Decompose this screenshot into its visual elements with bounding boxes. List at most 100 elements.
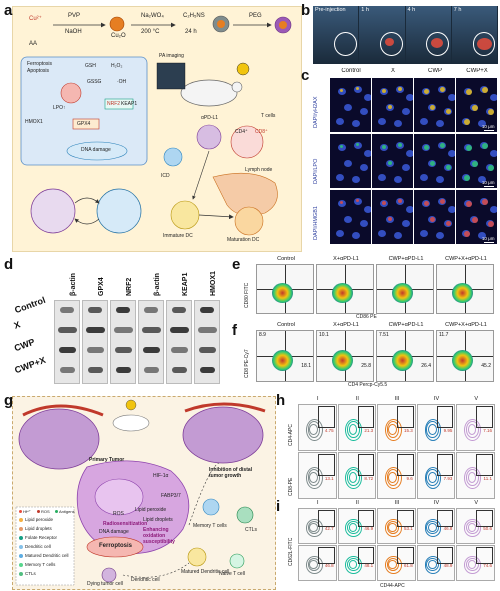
quadrant-value-upper: 7.51	[379, 332, 389, 338]
marker-signal	[398, 87, 402, 91]
marker-signal	[482, 87, 488, 93]
contour-ring	[385, 519, 402, 537]
microscopy-image	[372, 190, 413, 244]
contour-plot: 42.7	[298, 508, 337, 544]
panel-c-microscopy: Control X CWP CWP+X DAPI/γH2AX 10 μm DAPI/LPO…	[313, 68, 498, 252]
marker-signal	[424, 201, 429, 206]
i-xlabel: CD44-APC	[380, 583, 405, 589]
wb-group-label: X	[12, 319, 22, 331]
nucleus	[478, 120, 486, 127]
f-ylabel: CD8 PE-Cy7	[244, 349, 250, 378]
panel-e-flow: CD80 FITC Control X+αPD-L1 CWP+αPD-L1 CWP+X…	[244, 256, 498, 322]
g-legend-swatch	[19, 517, 23, 522]
tumor-circle	[380, 32, 403, 56]
panel-label-d: d	[4, 256, 14, 273]
nucleus	[436, 176, 444, 183]
time-label: 24 h	[185, 29, 197, 35]
wb-band	[60, 307, 74, 313]
g-legend-text: Lipid peroxide	[25, 517, 54, 522]
c-row-label: DAPI/HMGB1	[313, 206, 319, 240]
g-legend-text: Folate Receptor	[25, 535, 58, 540]
g-legend-item: Lipid peroxide	[19, 517, 53, 522]
tumor-circle	[472, 32, 496, 56]
marker-signal	[466, 201, 472, 207]
contour-value: 46.8	[443, 526, 453, 531]
quadrant-value-lower: 26.4	[421, 363, 431, 369]
wb-group-label: CWP	[12, 336, 37, 354]
g-radiosensitization-label: Radiosensitization	[103, 521, 148, 527]
gate-box	[476, 454, 493, 477]
panel-h-flow: I II III IV V CD4-APC CD8-PE 4.75 21.3 15.3 9.9…	[288, 396, 498, 500]
wb-protein-label: KEAP1	[182, 272, 189, 296]
contour-value: 50.6	[483, 526, 492, 531]
wb-lane	[138, 300, 164, 384]
contour-value: 7.16	[483, 427, 492, 433]
radiation-icon	[236, 62, 250, 76]
marker-signal	[440, 87, 445, 92]
contour-value: 4.75	[324, 427, 334, 433]
wb-lane	[166, 300, 192, 384]
contour-ring	[426, 521, 440, 535]
contour-plot: 8.72	[337, 452, 377, 499]
flow-density-outer	[452, 283, 473, 304]
marker-signal	[430, 217, 435, 222]
g-legend-text: Antigens	[59, 509, 75, 514]
scale-bar	[483, 242, 494, 243]
contour-value: 9.6	[406, 475, 413, 481]
contour-ring	[307, 521, 321, 535]
contour-ring	[386, 558, 400, 572]
ferroptosis-label: Ferroptosis	[27, 61, 53, 67]
nucleus	[436, 232, 444, 239]
marker-signal	[446, 109, 451, 114]
cu2o-label: Cu₂O	[111, 33, 126, 39]
nucleus	[394, 232, 402, 239]
microscopy-image	[330, 190, 371, 244]
gate-box	[317, 406, 335, 429]
g-legend-item: Matured Dendritic cell	[19, 553, 69, 558]
oh-label: ·OH	[117, 79, 127, 85]
h2o2-label: H₂O₂	[111, 63, 123, 69]
scale-bar	[483, 130, 494, 131]
flow-plot	[376, 264, 434, 314]
microscopy-image	[330, 134, 371, 188]
contour-plot: 7.16	[456, 404, 495, 451]
wb-band	[198, 347, 216, 353]
marker-signal	[340, 145, 343, 148]
marker-signal	[488, 109, 494, 115]
contour-ring	[464, 556, 482, 574]
g-lipid-peroxide-label: Lipid peroxide	[135, 507, 167, 513]
h-row-label-1: CD4-APC	[288, 424, 294, 446]
contour-plot: 4.75	[298, 404, 337, 451]
cd8-label: CD8⁺	[255, 129, 268, 135]
gate-box	[397, 510, 414, 528]
keap1-label: KEAP1	[121, 101, 138, 107]
marker-signal	[340, 201, 343, 204]
contour-ring	[464, 466, 482, 489]
contour-ring	[464, 519, 482, 537]
nucleus	[490, 150, 497, 157]
wb-band	[58, 347, 76, 353]
flow-group-title: CWP+X+αPD-L1	[445, 322, 487, 328]
panel-d-western-blot: β-actin GPX4 NRF2 β-actin KEAP1 HMOX1 Control…	[12, 256, 228, 386]
pa-frame-time: Pre-injection	[315, 7, 346, 13]
contour-plot: 53.1	[377, 508, 416, 544]
wb-band	[88, 307, 102, 313]
contour-ring	[309, 523, 318, 532]
g-dna-damage-label: DNA damage	[99, 529, 129, 535]
g-legend-item: Memory T cells	[19, 562, 55, 567]
pa-frame-time: 4 h	[407, 7, 416, 13]
contour-ring	[424, 519, 442, 537]
nucleus	[402, 220, 410, 227]
marker-signal	[446, 221, 451, 226]
g-legend-text: Memory T cells	[25, 562, 56, 567]
nucleus	[378, 230, 386, 237]
contour-plot: 48.9	[416, 545, 456, 581]
g-legend-top-item: Hf⁴⁺	[19, 509, 31, 514]
panel-a-schematic: Cu²⁺ AA PVP NaOH Cu₂O Na₂WO₄ 200 °C C₂H₅…	[12, 6, 302, 252]
marker-signal	[440, 199, 445, 204]
gate-box	[397, 454, 414, 477]
pa-frame: 4 h	[405, 6, 451, 64]
nucleus	[378, 118, 386, 125]
marker-signal	[430, 105, 435, 110]
marker-signal	[424, 89, 429, 94]
